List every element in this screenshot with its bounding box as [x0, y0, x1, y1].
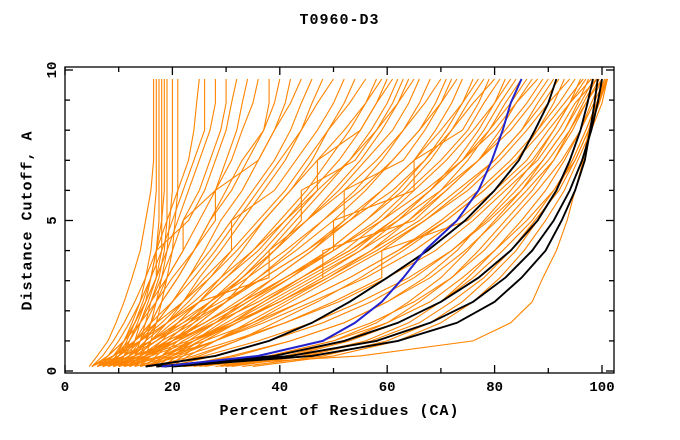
prediction-curve-orange [97, 78, 549, 368]
y-tick-label: 10 [45, 62, 61, 79]
x-tick-label: 0 [61, 380, 69, 396]
prediction-curve-orange [129, 78, 501, 367]
prediction-curve-orange [129, 78, 544, 368]
prediction-curve-orange [150, 78, 587, 368]
prediction-curve-orange [177, 78, 600, 368]
highlight-curve-black [172, 78, 599, 368]
x-tick-label: 60 [379, 380, 396, 396]
highlight-curve-black [164, 78, 603, 368]
y-tick-label: 5 [45, 216, 61, 224]
highlight-curve-blue [161, 78, 523, 368]
x-tick-label: 40 [271, 380, 288, 396]
prediction-curve-orange [140, 78, 598, 368]
y-tick-label: 0 [45, 367, 61, 375]
prediction-curve-orange [156, 78, 603, 368]
prediction-curve-orange [113, 78, 560, 368]
prediction-curve-orange [88, 79, 155, 367]
x-axis-label: Percent of Residues (CA) [219, 403, 460, 420]
highlight-curve-black [145, 78, 558, 368]
prediction-curve-orange [91, 78, 442, 367]
highlight-curve-black [156, 78, 594, 368]
prediction-curve-orange [96, 78, 496, 368]
prediction-curve-orange [118, 78, 584, 368]
prediction-curve-orange [220, 78, 607, 368]
prediction-curve-orange [96, 78, 259, 367]
prediction-curve-orange [102, 78, 571, 368]
prediction-curve-orange [91, 78, 302, 367]
prediction-curve-orange [91, 78, 383, 367]
y-axis-label: Distance Cutoff, A [19, 130, 37, 311]
prediction-curve-orange [123, 78, 592, 368]
prediction-curve-orange [96, 79, 206, 367]
x-tick-label: 100 [589, 380, 614, 396]
x-tick-label: 20 [164, 380, 181, 396]
x-tick-label: 80 [486, 380, 503, 396]
chart-title: T0960-D3 [299, 12, 380, 29]
prediction-curve-orange [193, 78, 606, 368]
prediction-curve-orange [150, 78, 533, 367]
